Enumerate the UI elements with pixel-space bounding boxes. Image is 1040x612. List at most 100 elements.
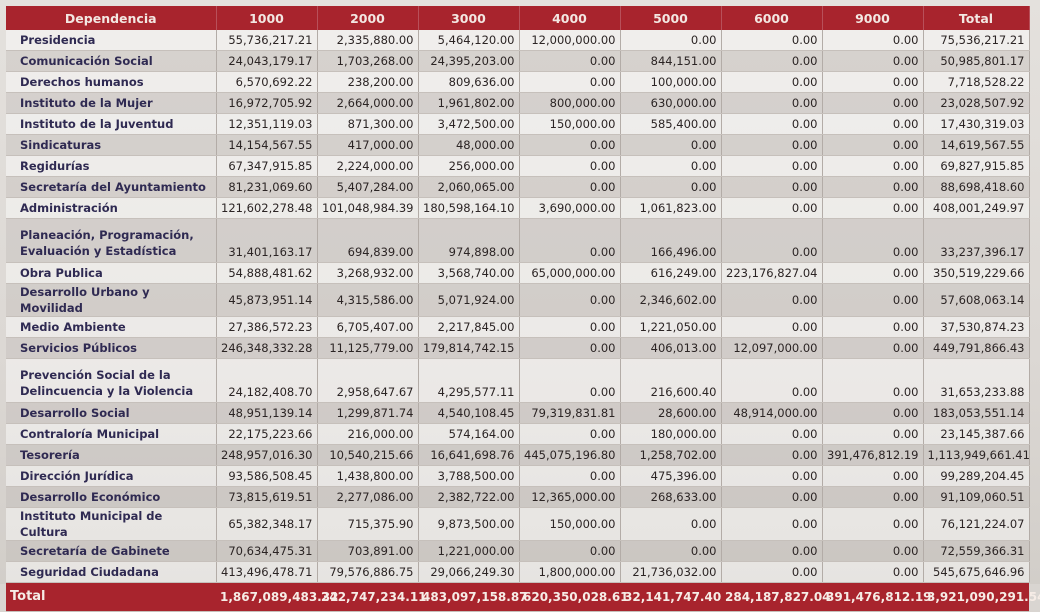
table-cell: 0.00 bbox=[620, 155, 722, 177]
table-cell: 0.00 bbox=[822, 507, 924, 541]
total-cell: 3,921,090,291.54 bbox=[923, 582, 1040, 612]
table-cell: 1,800,000.00 bbox=[519, 561, 621, 583]
table-row: Instituto Municipal de Cultura 65,382,348… bbox=[6, 507, 1030, 541]
table-cell: 2,217,845.00 bbox=[418, 316, 520, 338]
column-header: 5000 bbox=[620, 6, 722, 30]
dependencia-name: Instituto de la Juventud bbox=[6, 113, 217, 135]
table-cell: 0.00 bbox=[822, 337, 924, 359]
table-cell: 0.00 bbox=[721, 197, 823, 219]
table-cell: 0.00 bbox=[822, 423, 924, 445]
table-cell: 475,396.00 bbox=[620, 465, 722, 487]
table-cell: 67,347,915.85 bbox=[216, 155, 318, 177]
table-cell: 17,430,319.03 bbox=[923, 113, 1030, 135]
table-cell: 24,043,179.17 bbox=[216, 50, 318, 72]
dependencia-name: Desarrollo Urbano y Movilidad bbox=[6, 283, 217, 317]
table-cell: 223,176,827.04 bbox=[721, 262, 823, 284]
table-cell: 4,540,108.45 bbox=[418, 402, 520, 424]
table-cell: 48,914,000.00 bbox=[721, 402, 823, 424]
table-cell: 4,315,586.00 bbox=[317, 283, 419, 317]
table-cell: 2,346,602.00 bbox=[620, 283, 722, 317]
table-row: Secretaría de Gabinete 70,634,475.31 703,8… bbox=[6, 540, 1030, 562]
table-cell: 2,382,722.00 bbox=[418, 486, 520, 508]
table-cell: 1,221,000.00 bbox=[418, 540, 520, 562]
table-cell: 79,576,886.75 bbox=[317, 561, 419, 583]
table-cell: 0.00 bbox=[822, 402, 924, 424]
table-cell: 37,530,874.23 bbox=[923, 316, 1030, 338]
table-cell: 0.00 bbox=[519, 358, 621, 403]
table-cell: 974,898.00 bbox=[418, 218, 520, 263]
table-cell: 73,815,619.51 bbox=[216, 486, 318, 508]
table-cell: 246,348,332.28 bbox=[216, 337, 318, 359]
table-cell: 408,001,249.97 bbox=[923, 197, 1030, 219]
table-cell: 33,237,396.17 bbox=[923, 218, 1030, 263]
dependencia-name: Instituto de la Mujer bbox=[6, 92, 217, 114]
dependencia-name: Secretaría del Ayuntamiento bbox=[6, 176, 217, 198]
table-cell: 0.00 bbox=[822, 50, 924, 72]
table-row: Desarrollo Urbano y Movilidad 45,873,951.… bbox=[6, 283, 1030, 317]
table-cell: 216,600.40 bbox=[620, 358, 722, 403]
dependencia-name: Prevención Social de la Delincuencia y l… bbox=[6, 358, 217, 403]
table-cell: 183,053,551.14 bbox=[923, 402, 1030, 424]
table-cell: 0.00 bbox=[721, 92, 823, 114]
table-cell: 0.00 bbox=[822, 465, 924, 487]
table-cell: 3,690,000.00 bbox=[519, 197, 621, 219]
table-cell: 180,000.00 bbox=[620, 423, 722, 445]
table-cell: 0.00 bbox=[620, 30, 722, 51]
table-cell: 0.00 bbox=[822, 283, 924, 317]
header-row: Dependencia 1000 2000 3000 4000 5000 6000 9000 T… bbox=[6, 6, 1030, 30]
table-cell: 268,633.00 bbox=[620, 486, 722, 508]
total-row: Total 1,867,089,483.32 242,747,234.11 48… bbox=[6, 582, 1040, 612]
table-cell: 29,066,249.30 bbox=[418, 561, 520, 583]
table-cell: 0.00 bbox=[721, 444, 823, 466]
column-header: Total bbox=[923, 6, 1030, 30]
table-cell: 45,873,951.14 bbox=[216, 283, 318, 317]
dependencia-name: Dirección Jurídica bbox=[6, 465, 217, 487]
table-row: Medio Ambiente 27,386,572.23 6,705,407.00 2… bbox=[6, 316, 1030, 338]
table-row: Tesorería 248,957,016.30 10,540,215.66 16,6… bbox=[6, 444, 1030, 466]
table-cell: 585,400.00 bbox=[620, 113, 722, 135]
table-cell: 0.00 bbox=[721, 155, 823, 177]
table-cell: 844,151.00 bbox=[620, 50, 722, 72]
total-cell: 32,141,747.40 bbox=[620, 582, 721, 612]
table-cell: 248,957,016.30 bbox=[216, 444, 318, 466]
table-cell: 10,540,215.66 bbox=[317, 444, 419, 466]
table-cell: 0.00 bbox=[519, 155, 621, 177]
dependencia-name: Desarrollo Social bbox=[6, 402, 217, 424]
table-cell: 22,175,223.66 bbox=[216, 423, 318, 445]
table-cell: 14,154,567.55 bbox=[216, 134, 318, 156]
table-cell: 0.00 bbox=[519, 337, 621, 359]
budget-table: Dependencia 1000 2000 3000 4000 5000 6000 9000 T… bbox=[6, 6, 1040, 612]
table-row: Desarrollo Económico 73,815,619.51 2,277,0… bbox=[6, 486, 1030, 508]
table-cell: 81,231,069.60 bbox=[216, 176, 318, 198]
table-cell: 48,000.00 bbox=[418, 134, 520, 156]
table-cell: 24,395,203.00 bbox=[418, 50, 520, 72]
table-cell: 166,496.00 bbox=[620, 218, 722, 263]
total-cell: 391,476,812.19 bbox=[822, 582, 932, 612]
table-cell: 6,570,692.22 bbox=[216, 71, 318, 93]
table-cell: 5,407,284.00 bbox=[317, 176, 419, 198]
dependencia-name: Comunicación Social bbox=[6, 50, 217, 72]
table-cell: 0.00 bbox=[822, 358, 924, 403]
table-cell: 0.00 bbox=[519, 71, 621, 93]
table-cell: 0.00 bbox=[519, 283, 621, 317]
table-row: Obra Publica 54,888,481.62 3,268,932.00 3,5… bbox=[6, 262, 1030, 284]
table-cell: 0.00 bbox=[721, 423, 823, 445]
table-cell: 2,224,000.00 bbox=[317, 155, 419, 177]
table-cell: 715,375.90 bbox=[317, 507, 419, 541]
table-cell: 0.00 bbox=[519, 316, 621, 338]
total-cell: 483,097,158.87 bbox=[418, 582, 528, 612]
table-cell: 0.00 bbox=[721, 71, 823, 93]
table-cell: 3,788,500.00 bbox=[418, 465, 520, 487]
table-cell: 630,000.00 bbox=[620, 92, 722, 114]
table-cell: 0.00 bbox=[822, 134, 924, 156]
dependencia-name: Planeación, Programación, Evaluación y E… bbox=[6, 218, 217, 263]
table-row: Desarrollo Social 48,951,139.14 1,299,871.… bbox=[6, 402, 1030, 424]
table-cell: 1,438,800.00 bbox=[317, 465, 419, 487]
table-row: Contraloría Municipal 22,175,223.66 216,00… bbox=[6, 423, 1030, 445]
table-cell: 14,619,567.55 bbox=[923, 134, 1030, 156]
table-cell: 70,634,475.31 bbox=[216, 540, 318, 562]
table-cell: 545,675,646.96 bbox=[923, 561, 1030, 583]
table-cell: 31,653,233.88 bbox=[923, 358, 1030, 403]
dependencia-name: Servicios Públicos bbox=[6, 337, 217, 359]
table-cell: 57,608,063.14 bbox=[923, 283, 1030, 317]
